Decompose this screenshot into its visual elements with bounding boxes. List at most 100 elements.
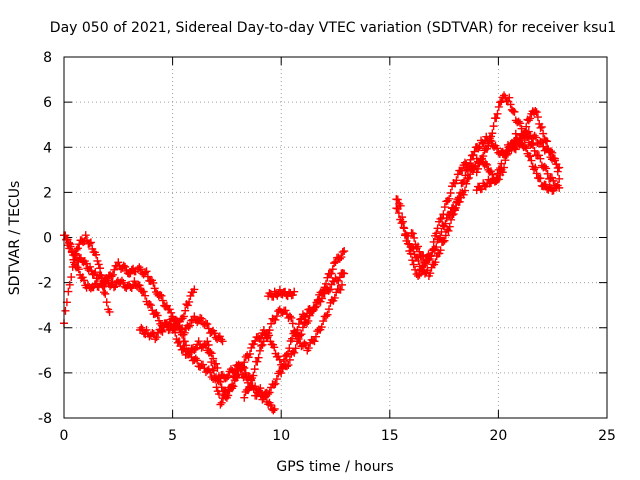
data-point (185, 321, 194, 330)
data-point (466, 155, 475, 164)
data-point (158, 296, 167, 305)
data-point (210, 329, 219, 338)
data-point (130, 277, 139, 286)
data-point (414, 256, 423, 265)
plot-frame (63, 56, 608, 419)
data-point (145, 300, 154, 309)
data-point (494, 102, 503, 111)
data-point (298, 323, 307, 332)
data-point (446, 208, 455, 217)
data-point (530, 131, 539, 140)
data-point (183, 301, 192, 310)
data-point (142, 325, 151, 334)
data-point (150, 284, 159, 293)
data-point (305, 311, 314, 320)
data-point (179, 312, 188, 321)
data-point (222, 391, 231, 400)
data-point (477, 154, 486, 163)
data-point (73, 263, 82, 272)
data-point (259, 337, 268, 346)
data-point (167, 308, 176, 317)
series-trace-8 (240, 280, 347, 402)
data-point (72, 245, 81, 254)
data-point (524, 127, 533, 136)
data-point (321, 279, 330, 288)
data-point (459, 190, 468, 199)
data-point (493, 169, 502, 178)
data-point (463, 174, 472, 183)
data-point (209, 354, 218, 363)
data-point (284, 361, 293, 370)
data-point (109, 283, 118, 292)
data-point (493, 109, 502, 118)
data-point (437, 227, 446, 236)
data-point (253, 357, 262, 366)
data-point (550, 156, 559, 165)
data-point (256, 384, 265, 393)
data-point (446, 188, 455, 197)
data-point (187, 316, 196, 325)
data-point (426, 269, 435, 278)
data-point (304, 344, 313, 353)
data-point (516, 119, 525, 128)
data-point (92, 250, 101, 259)
data-point (338, 280, 347, 289)
data-point (269, 406, 278, 415)
data-point (294, 334, 303, 343)
data-point (156, 290, 165, 299)
data-point (119, 278, 128, 287)
data-point (254, 353, 263, 362)
data-point (555, 174, 564, 183)
data-point (319, 317, 328, 326)
data-point (241, 368, 250, 377)
data-point (79, 276, 88, 285)
data-point (500, 91, 509, 100)
data-point (543, 169, 552, 178)
data-point (530, 165, 539, 174)
data-point (215, 390, 224, 399)
data-point (323, 310, 332, 319)
data-point (409, 244, 418, 253)
data-point (543, 137, 552, 146)
data-point (413, 253, 422, 262)
data-point (271, 315, 280, 324)
data-point (86, 262, 95, 271)
data-point (230, 373, 239, 382)
data-point (536, 123, 545, 132)
data-point (151, 335, 160, 344)
data-point (245, 383, 254, 392)
data-point (506, 100, 515, 109)
data-point (296, 315, 305, 324)
data-point (232, 372, 241, 381)
series-trace-4 (133, 263, 227, 346)
data-point (61, 306, 70, 315)
data-point (175, 337, 184, 346)
data-point (408, 229, 417, 238)
data-point (281, 287, 290, 296)
data-point (67, 273, 76, 282)
data-point (410, 233, 419, 242)
data-point (550, 183, 559, 192)
data-point (275, 355, 284, 364)
data-point (121, 262, 130, 271)
data-point (532, 133, 541, 142)
data-point (400, 224, 409, 233)
data-point (282, 350, 291, 359)
data-point (107, 272, 116, 281)
data-point (191, 354, 200, 363)
data-point (135, 281, 144, 290)
data-point (312, 302, 321, 311)
data-point (197, 314, 206, 323)
data-point (164, 321, 173, 330)
data-point (101, 289, 110, 298)
data-point (432, 243, 441, 252)
data-point (91, 268, 100, 277)
data-point (433, 224, 442, 233)
data-point (86, 238, 95, 247)
data-point (69, 255, 78, 264)
data-point (141, 268, 150, 277)
data-point (194, 337, 203, 346)
data-point (530, 146, 539, 155)
data-point (553, 167, 562, 176)
data-point (74, 265, 83, 274)
